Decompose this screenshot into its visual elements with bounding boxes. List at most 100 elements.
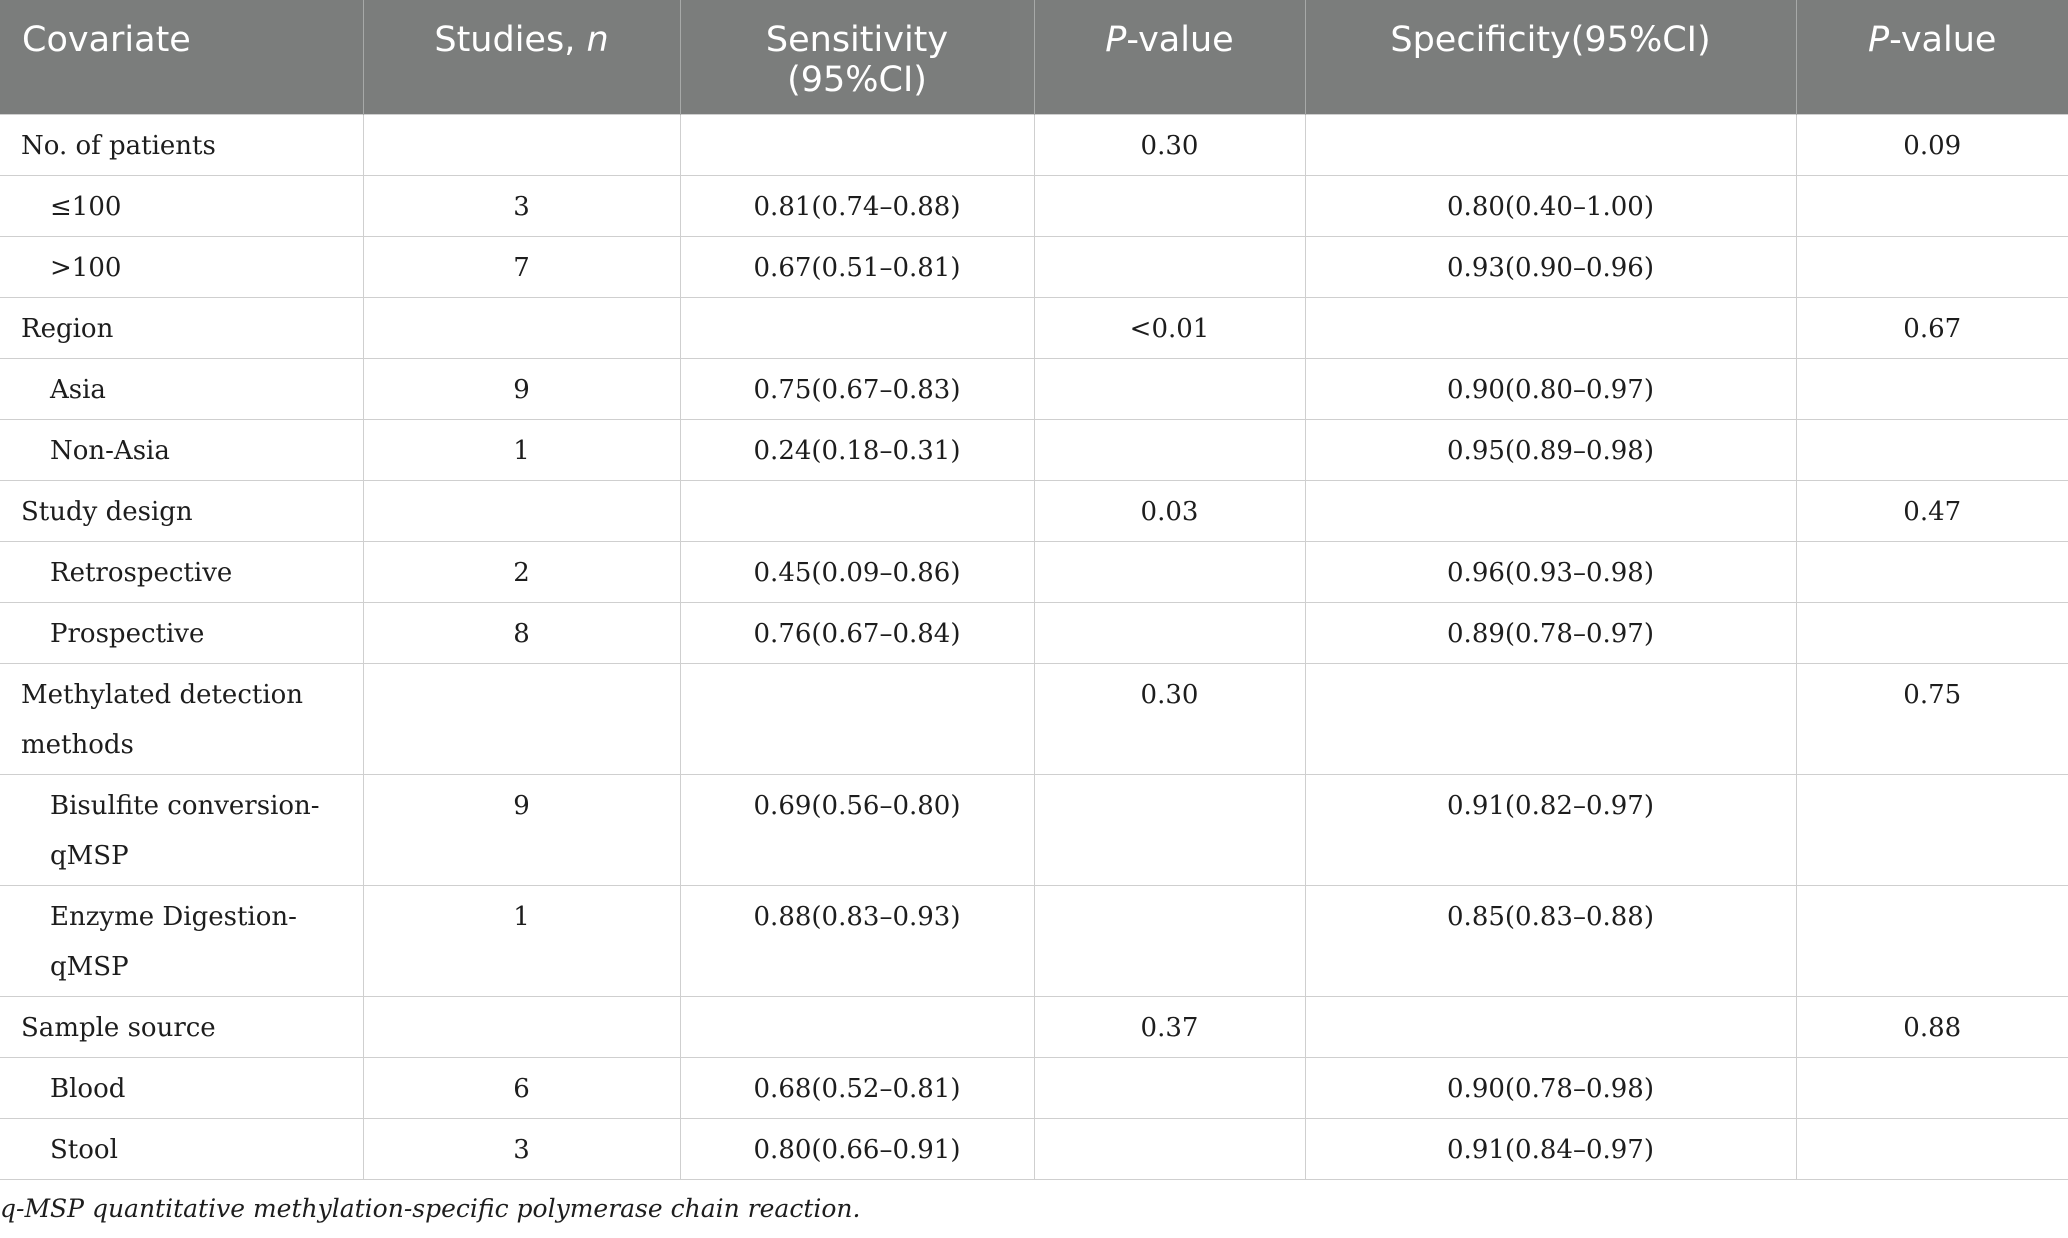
- pvalue-cell: [1795, 540, 2068, 603]
- specificity-cell: [1304, 296, 1797, 359]
- studies-cell: 1: [362, 884, 681, 997]
- studies-cell: 7: [362, 235, 681, 298]
- pvalue-cell: [1033, 1056, 1306, 1119]
- sensitivity-cell: [679, 995, 1035, 1058]
- table-row: ≤100 3 0.81(0.74–0.88) 0.80(0.40–1.00): [0, 174, 2068, 237]
- pvalue-cell: [1795, 235, 2068, 298]
- pvalue-cell: 0.03: [1033, 479, 1306, 542]
- pvalue-cell: 0.47: [1795, 479, 2068, 542]
- table-row: Retrospective 2 0.45(0.09–0.86) 0.96(0.9…: [0, 540, 2068, 603]
- sensitivity-cell: [679, 296, 1035, 359]
- covariate-cell: Prospective: [0, 601, 364, 664]
- meta-regression-table: Covariate Studies, n Sensitivity (95%CI) …: [0, 0, 2068, 1180]
- pvalue-cell: [1033, 1117, 1306, 1180]
- studies-cell: 8: [362, 601, 681, 664]
- pvalue-cell: 0.75: [1795, 662, 2068, 775]
- studies-cell: 6: [362, 1056, 681, 1119]
- sensitivity-cell: 0.45(0.09–0.86): [679, 540, 1035, 603]
- pvalue-cell: 0.30: [1033, 662, 1306, 775]
- header-covariate: Covariate: [0, 0, 363, 114]
- pvalue-cell: [1795, 357, 2068, 420]
- pvalue-cell: [1033, 418, 1306, 481]
- header-pvalue-sensitivity: P-value: [1033, 0, 1305, 114]
- covariate-cell: >100: [0, 235, 364, 298]
- pvalue-cell: [1795, 1056, 2068, 1119]
- pvalue-cell: 0.09: [1795, 113, 2068, 176]
- pvalue-cell: [1795, 773, 2068, 886]
- specificity-cell: [1304, 113, 1797, 176]
- studies-cell: 3: [362, 174, 681, 237]
- pvalue-cell: [1033, 174, 1306, 237]
- studies-cell: [362, 995, 681, 1058]
- sensitivity-cell: 0.68(0.52–0.81): [679, 1056, 1035, 1119]
- header-specificity: Specificity(95%CI): [1304, 0, 1796, 114]
- pvalue-cell: [1795, 174, 2068, 237]
- studies-cell: 3: [362, 1117, 681, 1180]
- pvalue-cell: [1033, 601, 1306, 664]
- table-row: Methylated detection methods 0.30 0.75: [0, 662, 2068, 775]
- studies-cell: 9: [362, 773, 681, 886]
- covariate-cell: Region: [0, 296, 364, 359]
- sensitivity-cell: [679, 662, 1035, 775]
- sensitivity-cell: 0.69(0.56–0.80): [679, 773, 1035, 886]
- pvalue-cell: 0.37: [1033, 995, 1306, 1058]
- covariate-cell: Methylated detection methods: [0, 662, 364, 775]
- table-row: >100 7 0.67(0.51–0.81) 0.93(0.90–0.96): [0, 235, 2068, 298]
- pvalue-cell: 0.30: [1033, 113, 1306, 176]
- pvalue-cell: 0.88: [1795, 995, 2068, 1058]
- specificity-cell: 0.90(0.80–0.97): [1304, 357, 1797, 420]
- specificity-cell: 0.93(0.90–0.96): [1304, 235, 1797, 298]
- covariate-cell: Blood: [0, 1056, 364, 1119]
- pvalue-cell: [1795, 884, 2068, 997]
- sensitivity-cell: 0.24(0.18–0.31): [679, 418, 1035, 481]
- header-studies: Studies, n: [362, 0, 680, 114]
- pvalue-cell: [1033, 884, 1306, 997]
- pvalue-cell: 0.67: [1795, 296, 2068, 359]
- studies-cell: 1: [362, 418, 681, 481]
- table-row: Non-Asia 1 0.24(0.18–0.31) 0.95(0.89–0.9…: [0, 418, 2068, 481]
- studies-cell: 2: [362, 540, 681, 603]
- sensitivity-cell: [679, 479, 1035, 542]
- table-row: Bisulfite conversion-qMSP 9 0.69(0.56–0.…: [0, 773, 2068, 886]
- covariate-cell: Non-Asia: [0, 418, 364, 481]
- pvalue-cell: [1033, 235, 1306, 298]
- studies-cell: 9: [362, 357, 681, 420]
- specificity-cell: 0.89(0.78–0.97): [1304, 601, 1797, 664]
- covariate-cell: Stool: [0, 1117, 364, 1180]
- table-row: Sample source 0.37 0.88: [0, 995, 2068, 1058]
- specificity-cell: [1304, 662, 1797, 775]
- pvalue-cell: [1033, 773, 1306, 886]
- sensitivity-cell: 0.75(0.67–0.83): [679, 357, 1035, 420]
- table-row: Region <0.01 0.67: [0, 296, 2068, 359]
- covariate-cell: Study design: [0, 479, 364, 542]
- sensitivity-cell: 0.81(0.74–0.88): [679, 174, 1035, 237]
- specificity-cell: 0.96(0.93–0.98): [1304, 540, 1797, 603]
- specificity-cell: [1304, 995, 1797, 1058]
- sensitivity-cell: 0.76(0.67–0.84): [679, 601, 1035, 664]
- header-pvalue-specificity: P-value: [1795, 0, 2068, 114]
- covariate-cell: ≤100: [0, 174, 364, 237]
- specificity-cell: [1304, 479, 1797, 542]
- table-row: Prospective 8 0.76(0.67–0.84) 0.89(0.78–…: [0, 601, 2068, 664]
- specificity-cell: 0.85(0.83–0.88): [1304, 884, 1797, 997]
- pvalue-cell: [1033, 357, 1306, 420]
- sensitivity-cell: 0.80(0.66–0.91): [679, 1117, 1035, 1180]
- studies-cell: [362, 662, 681, 775]
- pvalue-cell: [1795, 418, 2068, 481]
- table-row: No. of patients 0.30 0.09: [0, 113, 2068, 176]
- studies-cell: [362, 296, 681, 359]
- covariate-cell: Asia: [0, 357, 364, 420]
- sensitivity-cell: 0.67(0.51–0.81): [679, 235, 1035, 298]
- studies-cell: [362, 113, 681, 176]
- covariate-cell: Bisulfite conversion-qMSP: [0, 773, 364, 886]
- specificity-cell: 0.95(0.89–0.98): [1304, 418, 1797, 481]
- header-sensitivity: Sensitivity (95%CI): [679, 0, 1034, 114]
- covariate-cell: Sample source: [0, 995, 364, 1058]
- specificity-cell: 0.91(0.84–0.97): [1304, 1117, 1797, 1180]
- covariate-cell: Retrospective: [0, 540, 364, 603]
- specificity-cell: 0.90(0.78–0.98): [1304, 1056, 1797, 1119]
- specificity-cell: 0.91(0.82–0.97): [1304, 773, 1797, 886]
- pvalue-cell: [1795, 1117, 2068, 1180]
- covariate-cell: Enzyme Digestion-qMSP: [0, 884, 364, 997]
